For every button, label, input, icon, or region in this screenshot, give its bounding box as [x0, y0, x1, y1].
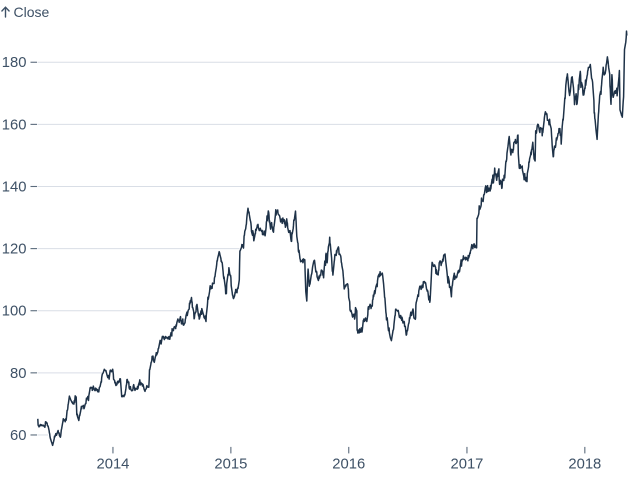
svg-text:120: 120	[2, 242, 27, 258]
svg-text:2018: 2018	[568, 457, 601, 473]
svg-text:140: 140	[2, 179, 27, 195]
svg-text:180: 180	[2, 55, 27, 71]
svg-text:160: 160	[2, 117, 27, 133]
svg-text:2017: 2017	[450, 457, 483, 473]
svg-text:2014: 2014	[96, 457, 129, 473]
svg-text:Close: Close	[14, 4, 50, 20]
svg-text:2016: 2016	[332, 457, 365, 473]
svg-text:100: 100	[2, 304, 27, 320]
svg-text:80: 80	[10, 366, 26, 382]
svg-text:2015: 2015	[214, 457, 247, 473]
svg-text:60: 60	[10, 428, 26, 444]
